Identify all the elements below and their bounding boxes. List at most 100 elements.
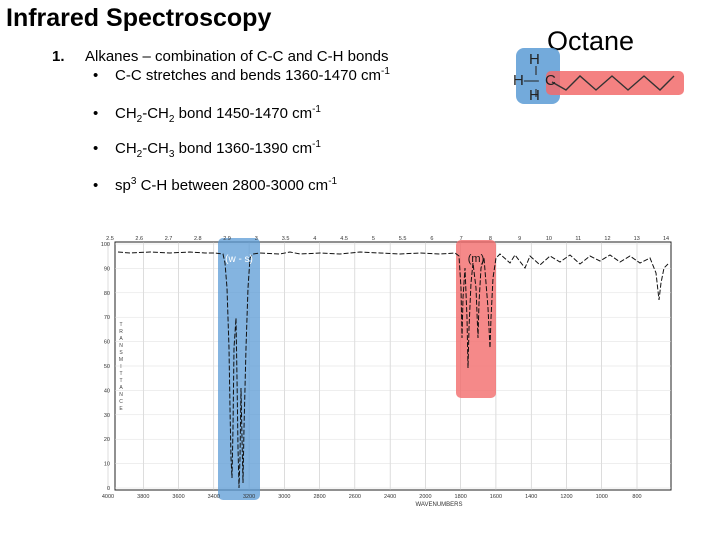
- spectrum-trace: [117, 251, 669, 489]
- transmittance-tick: 60: [104, 340, 110, 346]
- carbon-chain: [551, 75, 675, 91]
- alkanes-heading: Alkanes – combination of C-C and C-H bon…: [85, 48, 389, 65]
- wavelength-ticks: 2.5 2.6 2.7 2.8 2.9 3 3.5 4 4.5 5 5.5 6 7 8 9 10 11 12 13 1…: [106, 236, 669, 242]
- list-number: 1.: [52, 48, 65, 65]
- wavenumber-tick: 1200: [560, 494, 572, 500]
- transmittance-tick: 80: [104, 291, 110, 297]
- wavenumber-tick: 3200: [243, 494, 255, 500]
- y-axis-letter: T: [119, 371, 122, 377]
- y-axis-letter: N: [119, 392, 123, 398]
- y-axis-letter: M: [119, 357, 123, 363]
- blue-band-label: (w - s): [225, 254, 253, 265]
- wavelength-tick: 10: [546, 236, 552, 242]
- wavelength-tick: 8: [489, 236, 492, 242]
- y-axis-letter: C: [119, 399, 123, 405]
- transmittance-tick: 90: [104, 266, 110, 272]
- bullet-sup: -1: [312, 104, 321, 115]
- transmittance-tick: 40: [104, 388, 110, 394]
- bullet-sup: -1: [312, 139, 321, 150]
- bullet-sup: 3: [130, 176, 137, 187]
- bullet-text: bond 1450-1470 cm: [174, 105, 313, 122]
- y-axis-letter: T: [119, 378, 122, 384]
- bullet-sup: -1: [380, 66, 390, 77]
- transmittance-tick: 10: [104, 462, 110, 468]
- wavenumber-tick: 2600: [349, 494, 361, 500]
- wavelength-tick: 2.8: [194, 236, 202, 242]
- transmittance-tick: 100: [101, 242, 110, 248]
- bullet-sub: 2: [136, 149, 143, 160]
- wavelength-tick: 5.5: [399, 236, 407, 242]
- bullet-text: CH: [115, 140, 137, 157]
- wavenumber-tick: 3400: [208, 494, 220, 500]
- alkanes-description: – combination of C-C and C-H bonds: [138, 48, 389, 65]
- wavenumber-tick: 2800: [313, 494, 325, 500]
- hydrogen-top: H: [529, 51, 540, 68]
- wavenumber-tick: 800: [632, 494, 641, 500]
- wavenumber-tick: 1400: [525, 494, 537, 500]
- y-axis-letter: A: [119, 385, 123, 391]
- wavelength-tick: 3.5: [282, 236, 290, 242]
- wavenumber-ticks: 4000 3800 3600 3400 3200 3000 2800 2600 2400 2000…: [102, 494, 642, 500]
- bullet-sub: 3: [168, 149, 175, 160]
- slide-title: Infrared Spectroscopy: [6, 4, 272, 32]
- octane-structure: [516, 48, 684, 104]
- bullet-ch2-ch2: • CH2-CH2 bond 1450-1470 cm-1: [93, 104, 321, 125]
- transmittance-tick: 30: [104, 413, 110, 419]
- wavelength-tick: 11: [575, 236, 581, 242]
- wavenumber-tick: 3800: [137, 494, 149, 500]
- wavenumber-tick: 1800: [455, 494, 467, 500]
- wavelength-tick: 7: [460, 236, 463, 242]
- y-axis-letter: I: [120, 364, 121, 370]
- bullet-sp3-ch: • sp3 C-H between 2800-3000 cm-1: [93, 176, 337, 194]
- hydrogen-bottom: H: [529, 87, 540, 104]
- alkanes-term: Alkanes: [85, 48, 139, 65]
- bullet-text: -CH: [142, 140, 169, 157]
- transmittance-tick: 50: [104, 364, 110, 370]
- wavelength-tick: 2.7: [165, 236, 173, 242]
- wavelength-tick: 14: [663, 236, 669, 242]
- wavelength-tick: 2.6: [135, 236, 143, 242]
- wavelength-tick: 5: [372, 236, 375, 242]
- wavelength-tick: 2.9: [223, 236, 231, 242]
- wavelength-tick: 6: [430, 236, 433, 242]
- wavelength-tick: 4.5: [340, 236, 348, 242]
- ch-stretch-highlight: [218, 238, 260, 500]
- bullet-ch2-ch3: • CH2-CH3 bond 1360-1390 cm-1: [93, 139, 321, 160]
- y-axis-letter: S: [119, 350, 123, 356]
- wavelength-tick: 13: [634, 236, 640, 242]
- bullet-dot: •: [93, 105, 99, 122]
- wavenumber-tick: 2400: [384, 494, 396, 500]
- hydrogen-left: H—: [513, 72, 539, 89]
- wavelength-tick: 2.5: [106, 236, 114, 242]
- bullet-dot: •: [93, 67, 99, 84]
- wavenumber-tick: 1000: [596, 494, 608, 500]
- transmittance-tick: 20: [104, 437, 110, 443]
- transmittance-tick: 70: [104, 315, 110, 321]
- bullet-text: C-H between 2800-3000 cm: [136, 177, 329, 194]
- transmittance-tick: 0: [107, 486, 110, 492]
- bullet-text: C-C stretches and bends 1360-1470 cm: [115, 67, 381, 84]
- bullet-cc-stretch: • C-C stretches and bends 1360-1470 cm-1: [93, 66, 390, 84]
- y-axis-letter: R: [119, 329, 123, 335]
- wavenumber-tick: 3000: [278, 494, 290, 500]
- bullet-text: CH: [115, 105, 137, 122]
- wavelength-tick: 9: [518, 236, 521, 242]
- wavenumber-tick: 2000: [419, 494, 431, 500]
- red-band-label: (m): [468, 253, 485, 265]
- bullet-text: bond 1360-1390 cm: [174, 140, 313, 157]
- bullet-dot: •: [93, 140, 99, 157]
- carbon-atom: C: [545, 72, 556, 89]
- spectrum-line: [117, 251, 669, 489]
- chain-highlight: [546, 71, 684, 95]
- wavelength-tick: 12: [604, 236, 610, 242]
- bullet-text: -CH: [142, 105, 169, 122]
- octane-label: Octane: [547, 26, 635, 56]
- y-axis-letter: E: [119, 406, 123, 412]
- wavelength-tick: 3: [255, 236, 258, 242]
- y-axis-letter: A: [119, 336, 123, 342]
- x-axis-label: WAVENUMBERS: [415, 502, 462, 508]
- bullet-sub: 2: [168, 114, 175, 125]
